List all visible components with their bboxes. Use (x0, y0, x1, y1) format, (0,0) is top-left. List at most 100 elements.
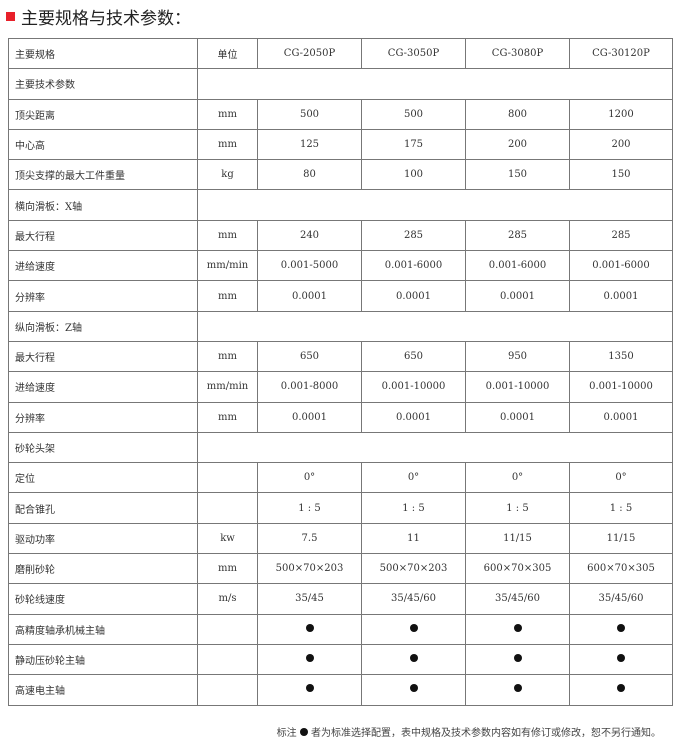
table-row: 最大行程 mm 650 650 950 1350 (8, 340, 673, 373)
standard-cell (361, 613, 466, 645)
red-square-icon (6, 11, 15, 21)
standard-cell (569, 613, 673, 645)
row-label: 砂轮线速度 (8, 583, 198, 615)
dot-icon (409, 654, 418, 663)
value-cell: 0° (569, 462, 673, 494)
row-label: 进给速度 (8, 250, 198, 282)
value-cell: 0.001-10000 (569, 371, 673, 403)
value-cell: 0.001-6000 (465, 250, 570, 282)
unit-cell: mm/min (197, 250, 258, 282)
table-row: 顶尖距离 mm 500 500 800 1200 (8, 98, 673, 130)
value-cell: 240 (257, 219, 362, 252)
value-cell: 35/45/60 (361, 583, 466, 615)
value-cell: 1200 (569, 98, 673, 130)
value-cell: 0.0001 (361, 280, 466, 312)
value-cell: 500×70×203 (361, 553, 466, 585)
value-cell: 125 (257, 128, 362, 161)
standard-cell (361, 674, 466, 706)
standard-cell (257, 674, 362, 706)
row-label: 主要技术参数 (8, 68, 198, 100)
value-cell: 0.0001 (569, 401, 673, 433)
header-cell: CG-30120P (569, 37, 673, 70)
unit-cell (197, 613, 258, 645)
value-cell: 0.001-5000 (257, 250, 362, 282)
dot-icon (305, 684, 314, 693)
value-cell: 1 : 5 (465, 492, 570, 524)
section-blank (197, 431, 673, 464)
spec-table: 主要规格 单位 CG-2050P CG-3050P CG-3080P CG-30120P 主… (8, 37, 673, 706)
table-row: 高精度轴承机械主轴 (8, 613, 673, 645)
unit-cell: mm (197, 128, 258, 161)
value-cell: 1 : 5 (361, 492, 466, 524)
row-label: 静动压砂轮主轴 (8, 643, 198, 676)
value-cell: 0.0001 (257, 401, 362, 433)
dot-icon (617, 623, 625, 632)
table-row: 驱动功率 kw 7.5 11 11/15 11/15 (8, 522, 673, 555)
value-cell: 150 (465, 159, 570, 191)
value-cell: 0° (361, 462, 466, 494)
value-cell: 200 (569, 128, 673, 161)
table-row: 分辨率 mm 0.0001 0.0001 0.0001 0.0001 (8, 280, 673, 312)
section-blank (197, 310, 673, 342)
table-row: 最大行程 mm 240 285 285 285 (8, 219, 673, 252)
unit-cell: m/s (197, 583, 258, 615)
standard-cell (569, 643, 673, 676)
standard-cell (465, 613, 570, 645)
row-label: 配合锥孔 (8, 492, 198, 524)
value-cell: 1 : 5 (569, 492, 673, 524)
header-cell: 单位 (197, 37, 258, 70)
value-cell: 11 (361, 522, 466, 555)
value-cell: 35/45 (257, 583, 362, 615)
standard-cell (465, 643, 570, 676)
value-cell: 35/45/60 (569, 583, 673, 615)
value-cell: 100 (361, 159, 466, 191)
dot-icon (513, 684, 522, 693)
row-label: 砂轮头架 (8, 431, 198, 464)
value-cell: 0° (465, 462, 570, 494)
dot-icon (617, 684, 625, 693)
unit-cell: mm (197, 98, 258, 130)
value-cell: 600×70×305 (569, 553, 673, 585)
title-text: 主要规格与技术参数： (21, 8, 191, 29)
row-label: 最大行程 (8, 340, 198, 373)
unit-cell: kg (197, 159, 258, 191)
row-label: 横向滑板：X轴 (8, 189, 198, 221)
value-cell: 1 : 5 (257, 492, 362, 524)
unit-cell: mm (197, 280, 258, 312)
table-row: 中心高 mm 125 175 200 200 (8, 128, 673, 161)
value-cell: 200 (465, 128, 570, 161)
value-cell: 0.0001 (361, 401, 466, 433)
value-cell: 500×70×203 (257, 553, 362, 585)
row-label: 磨削砂轮 (8, 553, 198, 585)
row-label: 进给速度 (8, 371, 198, 403)
header-cell: CG-2050P (257, 37, 362, 70)
section-blank (197, 189, 673, 221)
unit-cell: mm (197, 401, 258, 433)
value-cell: 650 (257, 340, 362, 373)
section-title: 主要规格与技术参数： (6, 4, 191, 29)
value-cell: 150 (569, 159, 673, 191)
value-cell: 0.001-10000 (361, 371, 466, 403)
value-cell: 1350 (569, 340, 673, 373)
header-row: 主要规格 单位 CG-2050P CG-3050P CG-3080P CG-30120P (8, 37, 673, 70)
row-label: 驱动功率 (8, 522, 198, 555)
table-row: 高速电主轴 (8, 674, 673, 706)
dot-icon (409, 684, 418, 693)
row-label: 顶尖距离 (8, 98, 198, 130)
row-label: 中心高 (8, 128, 198, 161)
value-cell: 500 (361, 98, 466, 130)
value-cell: 0.001-6000 (361, 250, 466, 282)
value-cell: 11/15 (465, 522, 570, 555)
value-cell: 650 (361, 340, 466, 373)
footnote: 标注 者为标准选择配置，表中规格及技术参数内容如有修订或修改，恕不另行通知。 (276, 728, 661, 739)
dot-icon (305, 654, 314, 663)
section-blank (197, 68, 673, 100)
row-label: 高速电主轴 (8, 674, 198, 706)
value-cell: 800 (465, 98, 570, 130)
value-cell: 7.5 (257, 522, 362, 555)
unit-cell (197, 492, 258, 524)
row-label: 最大行程 (8, 219, 198, 252)
table-row: 定位 0° 0° 0° 0° (8, 462, 673, 494)
section-row: 主要技术参数 (8, 68, 673, 100)
value-cell: 11/15 (569, 522, 673, 555)
